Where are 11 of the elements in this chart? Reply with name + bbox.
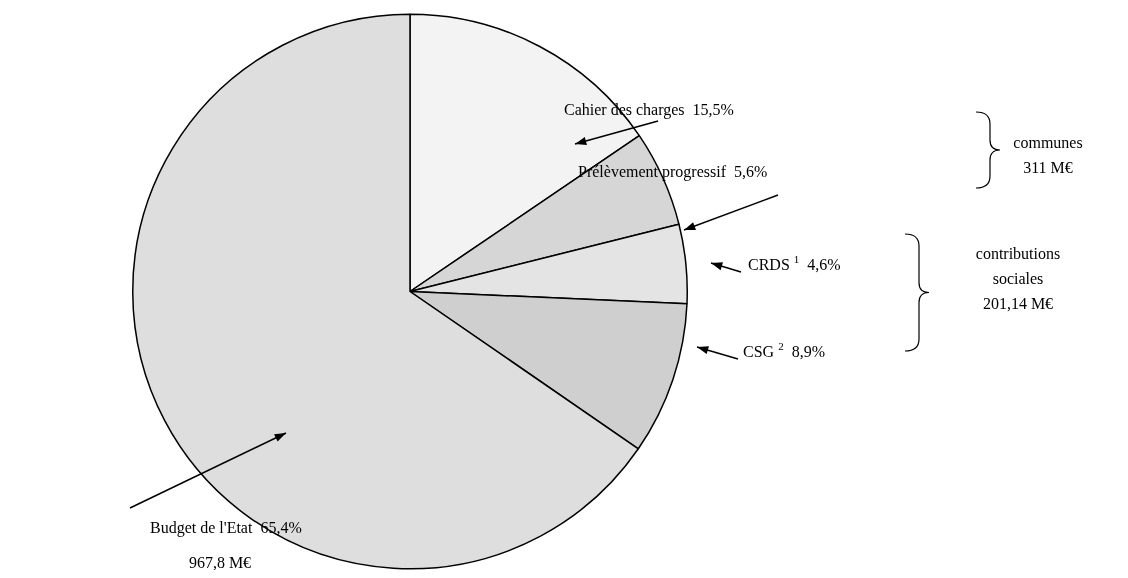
- text: 967,8 M€: [188, 554, 252, 571]
- data-label: 15,5%: [692, 101, 734, 118]
- slice-label: CRDS 1: [748, 253, 800, 273]
- data-label: 8,9%: [791, 343, 825, 360]
- data-label: 4,6%: [807, 256, 841, 273]
- data-label: 5,6%: [733, 163, 768, 180]
- text: contributions sociales 201,14 M€: [975, 245, 1061, 312]
- slice-label: CSG 2: [743, 340, 784, 360]
- data-label: 65,4%: [260, 519, 302, 536]
- text: communes 311 M€: [1013, 134, 1083, 176]
- slice-label: Budget de l'Etat: [150, 519, 253, 537]
